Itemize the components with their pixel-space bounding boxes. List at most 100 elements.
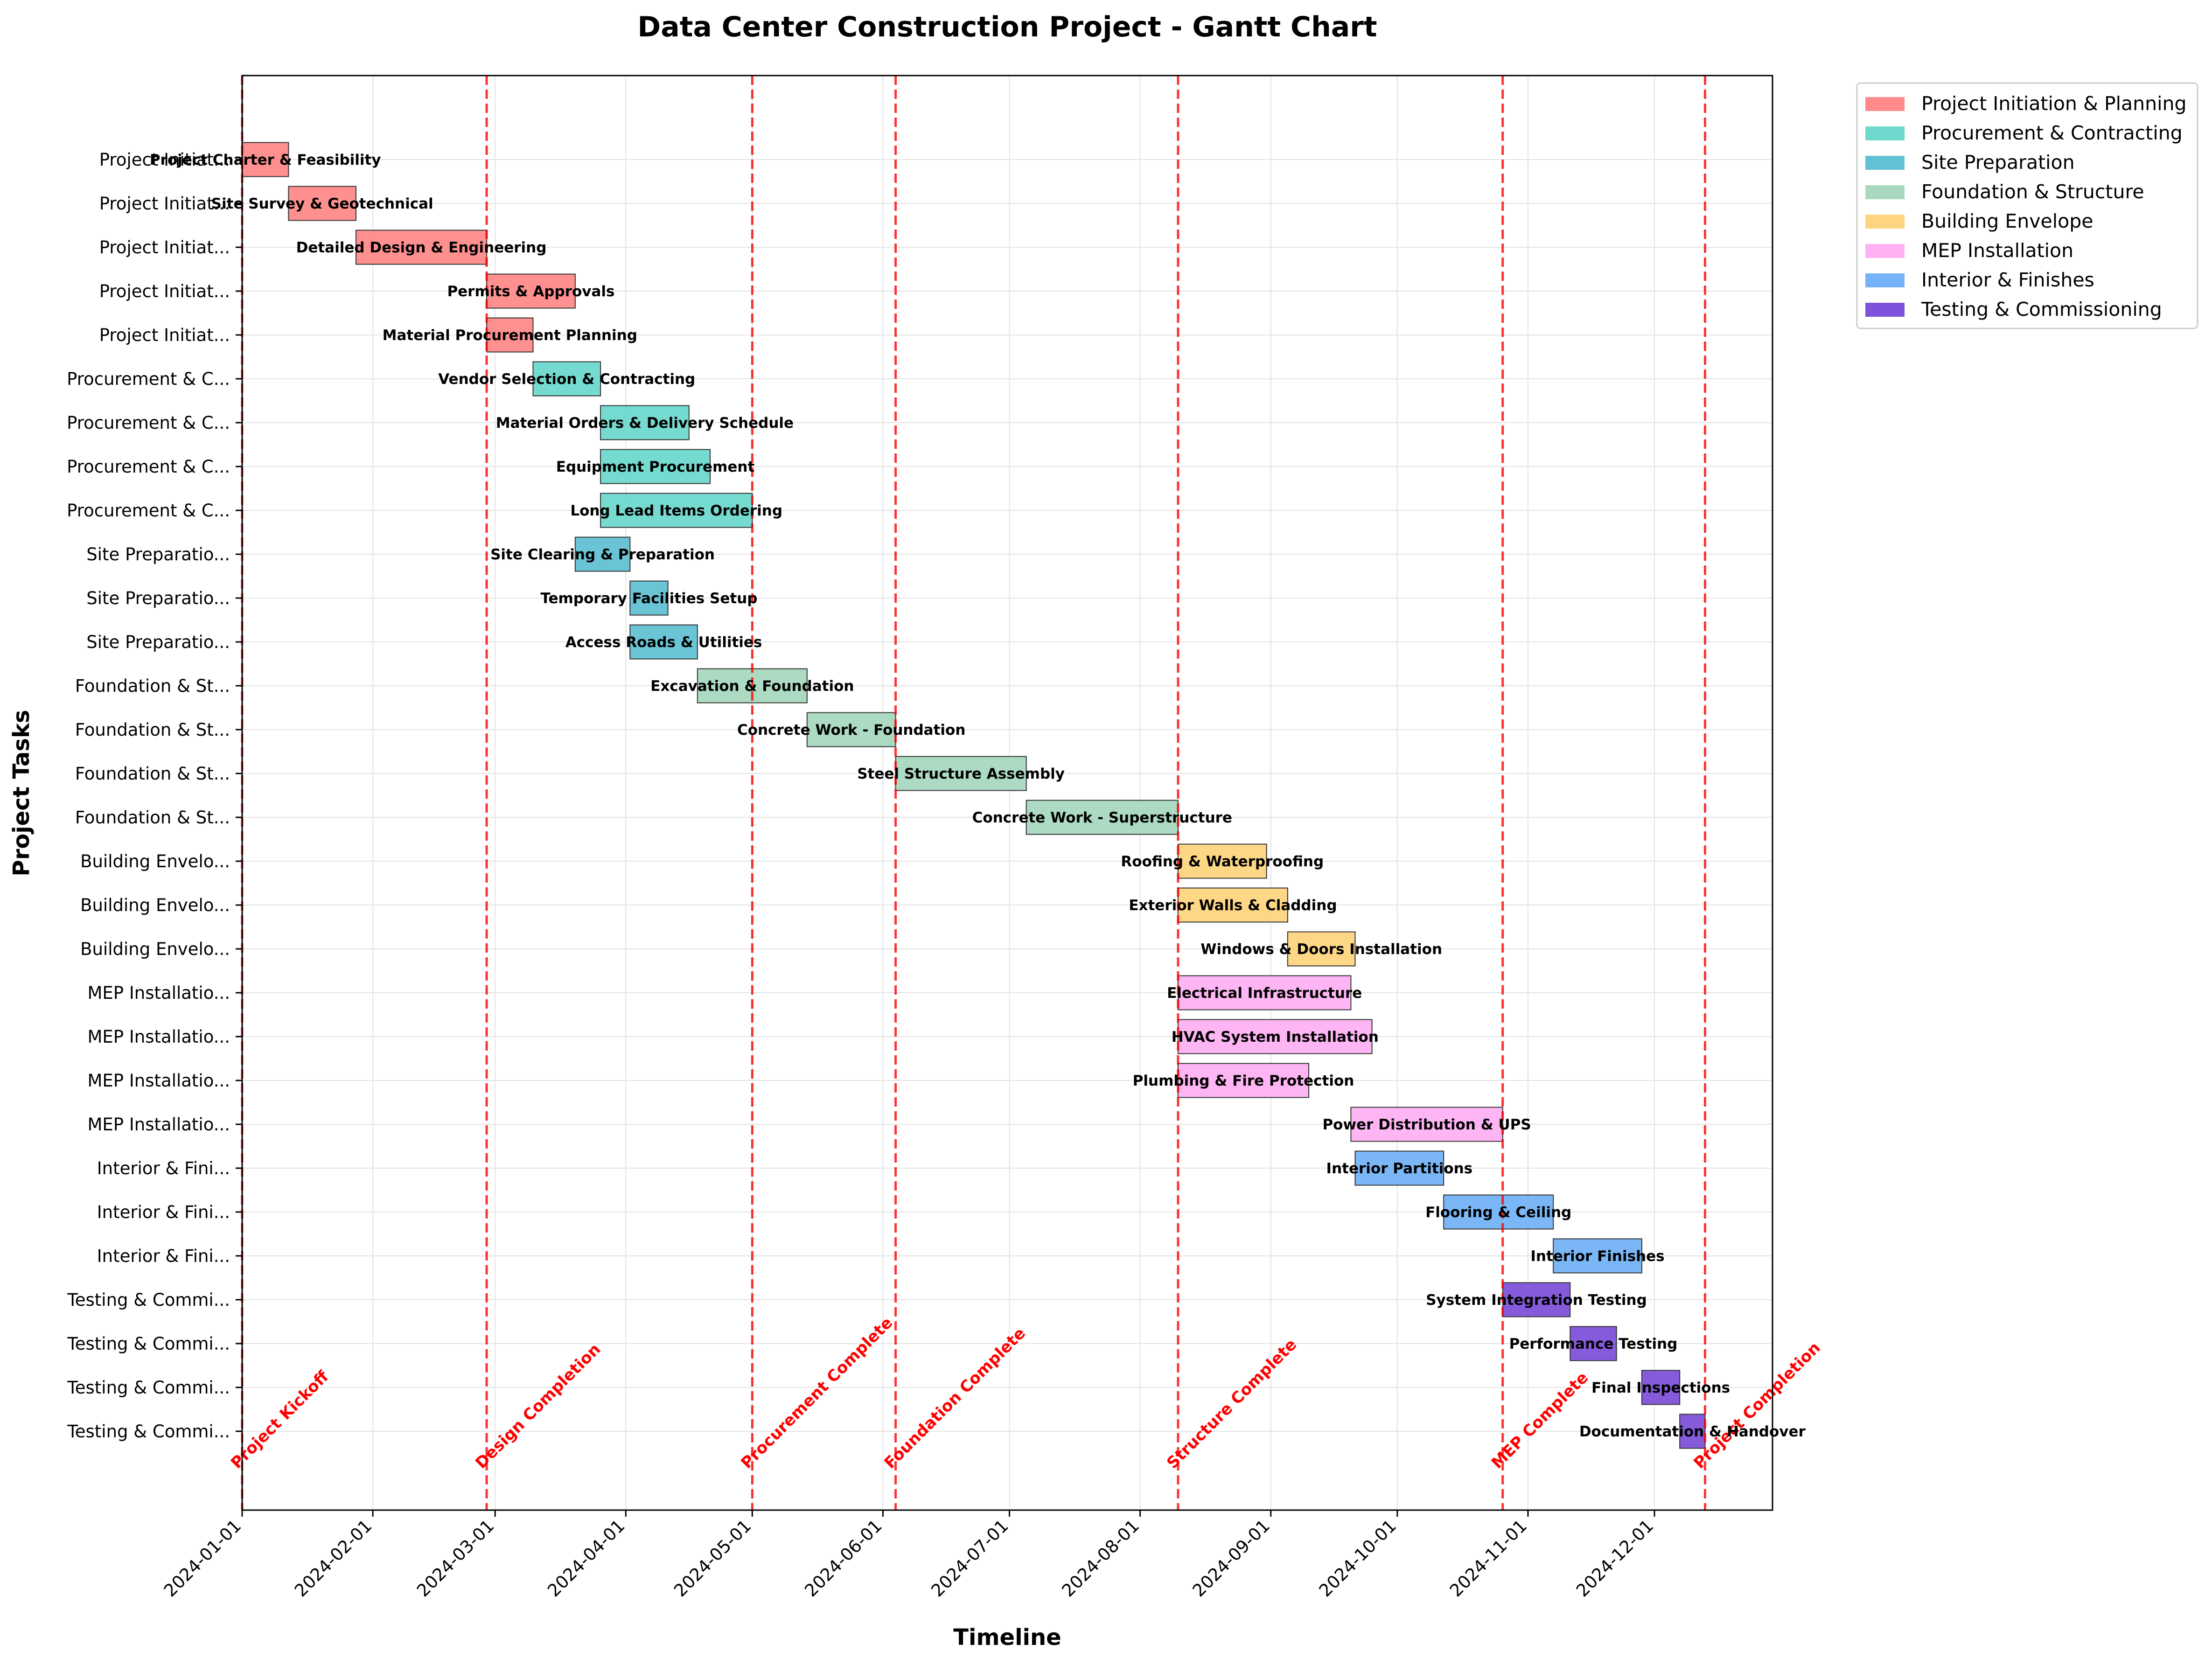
task-bar-label: Plumbing & Fire Protection: [1133, 1073, 1354, 1089]
task-bar-label: Final Inspections: [1591, 1379, 1730, 1396]
legend-swatch: [1865, 244, 1905, 258]
y-tick-label: Building Envelo...: [80, 851, 230, 871]
legend-entry: Site Preparation: [1921, 151, 2075, 174]
task-bar: [1502, 1282, 1571, 1317]
y-tick-label: Interior & Fini...: [97, 1202, 230, 1222]
y-tick-label: Foundation & St...: [75, 676, 230, 696]
task-bar: [600, 449, 711, 484]
task-bar-label: Performance Testing: [1509, 1336, 1678, 1352]
task-bar: [1679, 1414, 1706, 1449]
task-bar-label: Material Procurement Planning: [383, 327, 637, 344]
task-bar-label: Interior Finishes: [1530, 1248, 1664, 1265]
task-bar: [806, 712, 896, 747]
task-bar-label: Interior Partitions: [1326, 1160, 1473, 1177]
task-bar-label: Site Clearing & Preparation: [490, 546, 715, 563]
y-tick-label: MEP Installatio...: [88, 1071, 230, 1091]
y-tick-label: Project Initiat...: [99, 325, 230, 345]
task-bar: [1354, 1150, 1444, 1186]
task-bar: [355, 230, 488, 265]
task-bar: [600, 493, 753, 528]
task-bar: [1641, 1370, 1681, 1405]
task-bar-label: Power Distribution & UPS: [1322, 1116, 1531, 1133]
task-bar: [1177, 887, 1288, 923]
task-bar: [1443, 1194, 1554, 1230]
task-bar-labels: Project Charter & Feasibility Site Survey…: [150, 152, 1806, 1440]
task-bar: [1177, 975, 1352, 1010]
task-bar-label: HVAC System Installation: [1172, 1029, 1379, 1045]
chart-title: Data Center Construction Project - Gantt…: [637, 11, 1377, 43]
y-tick-label: Site Preparatio...: [86, 632, 230, 652]
y-tick-label: Procurement & C...: [67, 413, 230, 433]
task-bar-label: Temporary Facilities Setup: [540, 590, 757, 607]
task-bars: [242, 142, 1706, 1449]
task-bar-label: Vendor Selection & Contracting: [438, 371, 695, 388]
y-tick-label: Interior & Fini...: [97, 1246, 230, 1266]
task-bar: [629, 624, 698, 660]
legend-swatch: [1865, 185, 1905, 199]
y-tick-label: Project Initiat...: [99, 237, 230, 258]
task-bar-label: Concrete Work - Superstructure: [972, 809, 1232, 826]
y-tick-label: Interior & Fini...: [97, 1158, 230, 1178]
y-tick-label: Procurement & C...: [67, 457, 230, 477]
task-bar: [288, 186, 356, 221]
legend-swatch: [1865, 156, 1905, 170]
task-bar-label: Roofing & Waterproofing: [1121, 853, 1324, 870]
task-bar-label: Detailed Design & Engineering: [296, 239, 547, 256]
task-bar: [574, 536, 631, 572]
task-bar-label: Site Survey & Geotechnical: [211, 195, 433, 212]
legend-swatch: [1865, 273, 1905, 287]
task-bar-label: Documentation & Handover: [1579, 1423, 1806, 1440]
task-bar: [1553, 1238, 1642, 1274]
legend-entry: MEP Installation: [1921, 239, 2073, 262]
y-tick-label: Project Initiat...: [99, 150, 230, 170]
y-tick-label: Site Preparatio...: [86, 544, 230, 564]
y-tick-label: Building Envelo...: [80, 895, 230, 915]
task-bar-label: Project Charter & Feasibility: [150, 152, 381, 168]
task-bar-label: Permits & Approvals: [447, 283, 614, 300]
y-tick-label: Testing & Commi...: [67, 1290, 230, 1310]
y-tick-label: Building Envelo...: [80, 939, 230, 959]
y-tick-label: Procurement & C...: [67, 369, 230, 389]
task-bar-label: Excavation & Foundation: [650, 678, 854, 695]
y-axis-ticks: Project Initiat... Project Initiat... Proj…: [67, 150, 242, 1442]
legend-entry: Interior & Finishes: [1921, 269, 2094, 291]
y-tick-label: Testing & Commi...: [67, 1334, 230, 1354]
y-axis-label: Project Tasks: [8, 710, 35, 877]
y-tick-label: Foundation & St...: [75, 764, 230, 784]
task-bar: [1287, 931, 1356, 967]
y-tick-label: Project Initiat...: [99, 281, 230, 301]
task-bar: [486, 273, 576, 309]
y-tick-label: Site Preparatio...: [86, 588, 230, 608]
legend-entry: Testing & Commissioning: [1921, 298, 2162, 320]
y-tick-label: Project Initiat...: [99, 194, 230, 214]
legend-swatch: [1865, 303, 1905, 317]
y-tick-label: MEP Installatio...: [88, 983, 230, 1003]
task-bar-label: System Integration Testing: [1426, 1292, 1647, 1309]
task-bar-label: Steel Structure Assembly: [857, 766, 1065, 782]
x-axis-label: Timeline: [953, 1624, 1061, 1651]
task-bar-label: Windows & Doors Installation: [1200, 941, 1442, 958]
task-bar-label: Material Orders & Delivery Schedule: [496, 415, 794, 432]
legend-swatch: [1865, 97, 1905, 111]
task-bar: [1350, 1107, 1503, 1142]
legend-entry: Project Initiation & Planning: [1921, 92, 2187, 115]
task-bar-label: Exterior Walls & Cladding: [1129, 897, 1337, 914]
y-tick-label: Procurement & C...: [67, 501, 230, 521]
legend-swatch: [1865, 215, 1905, 229]
task-bar-label: Flooring & Ceiling: [1425, 1204, 1571, 1221]
y-tick-label: MEP Installatio...: [88, 1027, 230, 1047]
task-bar: [242, 142, 289, 177]
y-tick-label: MEP Installatio...: [88, 1115, 230, 1135]
task-bar: [532, 361, 601, 397]
y-tick-label: Testing & Commi...: [67, 1421, 230, 1442]
task-bar: [629, 580, 669, 616]
plot-frame: [241, 75, 1773, 1511]
task-bar: [895, 756, 1027, 791]
legend-entry: Building Envelope: [1921, 210, 2093, 232]
y-tick-label: Testing & Commi...: [67, 1378, 230, 1398]
legend-entry: Procurement & Contracting: [1921, 122, 2183, 144]
task-bar: [1570, 1326, 1617, 1361]
task-bar: [1177, 843, 1267, 879]
y-tick-label: Foundation & St...: [75, 720, 230, 740]
